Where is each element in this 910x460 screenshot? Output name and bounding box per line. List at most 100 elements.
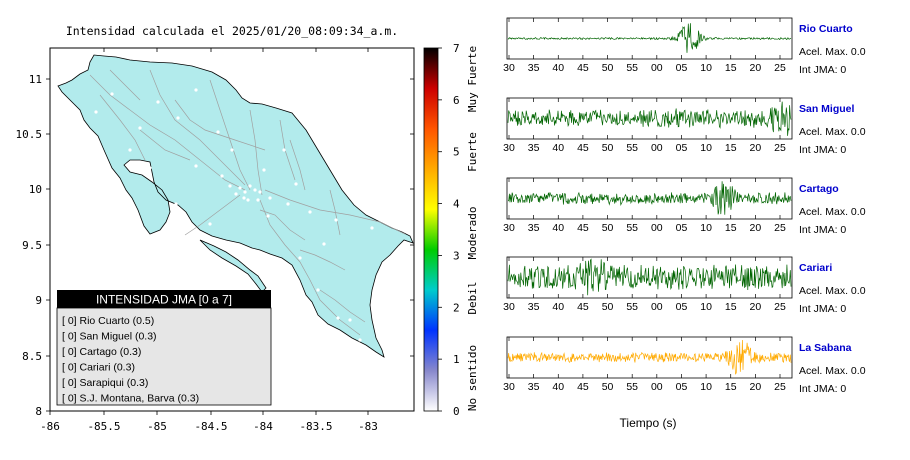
city-dot (138, 126, 142, 130)
trace-tick-label: 20 (750, 62, 762, 74)
station-name: Rio Cuarto (799, 23, 853, 35)
city-dot (246, 198, 250, 202)
station-name: Cariari (799, 262, 832, 274)
trace-tick-label: 30 (503, 301, 515, 313)
colorbar-label: Debil (466, 281, 479, 314)
road-9 (289, 139, 306, 191)
colorbar-tick-label: 4 (453, 198, 460, 211)
trace-tick-label: 00 (651, 62, 663, 74)
city-dot (286, 202, 290, 206)
colorbar-labels: Muy Fuerte Fuerte Moderado Debil No sentido (466, 46, 479, 411)
city-dot (110, 92, 114, 96)
seismogram-cariari: 30 35 40 45 50 55 00 05 10 15 20 25 Cariari Acel. Max… (503, 256, 866, 315)
trace-tick-label: 35 (528, 381, 540, 393)
lat-tick-label: 9 (35, 294, 42, 307)
trace-tick-label: 30 (503, 62, 515, 74)
city-dot (216, 130, 220, 134)
station-accel: Acel. Max. 0.0 (799, 365, 866, 377)
road-16 (259, 209, 306, 241)
city-dot (370, 226, 374, 230)
city-dot (176, 116, 180, 120)
trace-tick-label: 25 (774, 301, 786, 313)
road-5 (259, 199, 361, 336)
station-intensity: Int JMA: 0 (799, 144, 846, 156)
lat-ticks: 11 10.5 10 9.5 9 8.5 8 (16, 73, 414, 418)
city-dot (243, 190, 247, 194)
seismogram-la-sabana: 30 35 40 45 50 55 00 05 10 15 20 25 La Sabana Acel. M… (503, 336, 866, 395)
city-dot (298, 256, 302, 260)
trace-tick-label: 45 (577, 142, 589, 154)
station-accel: Acel. Max. 0.0 (799, 285, 866, 297)
colorbar-label: Fuerte (466, 132, 479, 172)
colorbar-ticks: 7 6 5 4 3 2 1 0 (438, 42, 460, 418)
trace-tick-label: 50 (602, 62, 614, 74)
trace-tick-label: 10 (700, 381, 712, 393)
city-dot (268, 196, 272, 200)
trace-tick-label: 45 (577, 222, 589, 234)
trace-tick-label: 50 (602, 142, 614, 154)
road-15 (109, 69, 141, 101)
city-dot (256, 198, 260, 202)
lat-tick-label: 9.5 (22, 239, 42, 252)
city-dot (174, 202, 178, 206)
trace-tick-label: 35 (528, 62, 540, 74)
trace-tick-label: 20 (750, 222, 762, 234)
city-dot (230, 148, 234, 152)
legend-title: INTENSIDAD JMA [0 a 7] (96, 293, 232, 307)
trace-tick-label: 55 (626, 381, 638, 393)
lon-tick-label: -83 (358, 420, 378, 433)
legend-item: [ 0] San Miguel (0.3) (62, 331, 157, 343)
lon-tick-label: -84.5 (194, 420, 227, 433)
time-axis-label: Tiempo (s) (620, 416, 677, 430)
city-dots (94, 88, 374, 342)
city-dot (128, 148, 132, 152)
road-8 (174, 99, 266, 151)
city-dot (228, 184, 232, 188)
trace-tick-label: 00 (651, 301, 663, 313)
road-12 (139, 129, 191, 161)
legend-item: [ 0] Sarapiqui (0.3) (62, 377, 148, 389)
trace-tick-label: 30 (503, 381, 515, 393)
trace-tick-label: 05 (676, 142, 688, 154)
trace-tick-label: 05 (676, 62, 688, 74)
trace-tick-label: 15 (725, 62, 737, 74)
city-dot (234, 192, 238, 196)
trace-tick-label: 15 (725, 381, 737, 393)
lon-tick-label: -86 (40, 420, 60, 433)
city-dot (248, 184, 252, 188)
trace-tick-label: 20 (750, 301, 762, 313)
city-dot (358, 338, 362, 342)
legend-item: [ 0] S.J. Montana, Barva (0.3) (62, 393, 199, 405)
trace-tick-label: 10 (700, 222, 712, 234)
colorbar-label: Muy Fuerte (466, 46, 479, 112)
trace-tick-label: 00 (651, 381, 663, 393)
colorbar-tick-label: 7 (453, 42, 460, 55)
legend-item: [ 0] Cartago (0.3) (62, 346, 141, 358)
city-dot (250, 98, 254, 102)
colorbar-label: No sentido (466, 345, 479, 411)
trace-tick-label: 40 (552, 222, 564, 234)
trace-tick-label: 25 (774, 62, 786, 74)
trace-tick-label: 05 (676, 301, 688, 313)
trace-tick-label: 25 (774, 142, 786, 154)
city-dot (294, 182, 298, 186)
lat-tick-label: 8 (35, 405, 42, 418)
trace-tick-label: 55 (626, 222, 638, 234)
city-dot (258, 190, 262, 194)
colorbar-gradient (423, 47, 439, 412)
trace-tick-label: 10 (700, 301, 712, 313)
station-intensity: Int JMA: 0 (799, 64, 846, 76)
trace-tick-label: 00 (651, 222, 663, 234)
station-intensity: Int JMA: 0 (799, 224, 846, 236)
trace-tick-label: 25 (774, 222, 786, 234)
station-intensity: Int JMA: 0 (799, 383, 846, 395)
trace-tick-label: 45 (577, 62, 589, 74)
trace-tick-label: 10 (700, 62, 712, 74)
trace-tick-label: 00 (651, 142, 663, 154)
city-dot (308, 210, 312, 214)
station-intensity: Int JMA: 0 (799, 303, 846, 315)
trace-tick-label: 45 (577, 301, 589, 313)
road-7 (99, 94, 146, 161)
colorbar-tick-label: 5 (453, 146, 460, 159)
